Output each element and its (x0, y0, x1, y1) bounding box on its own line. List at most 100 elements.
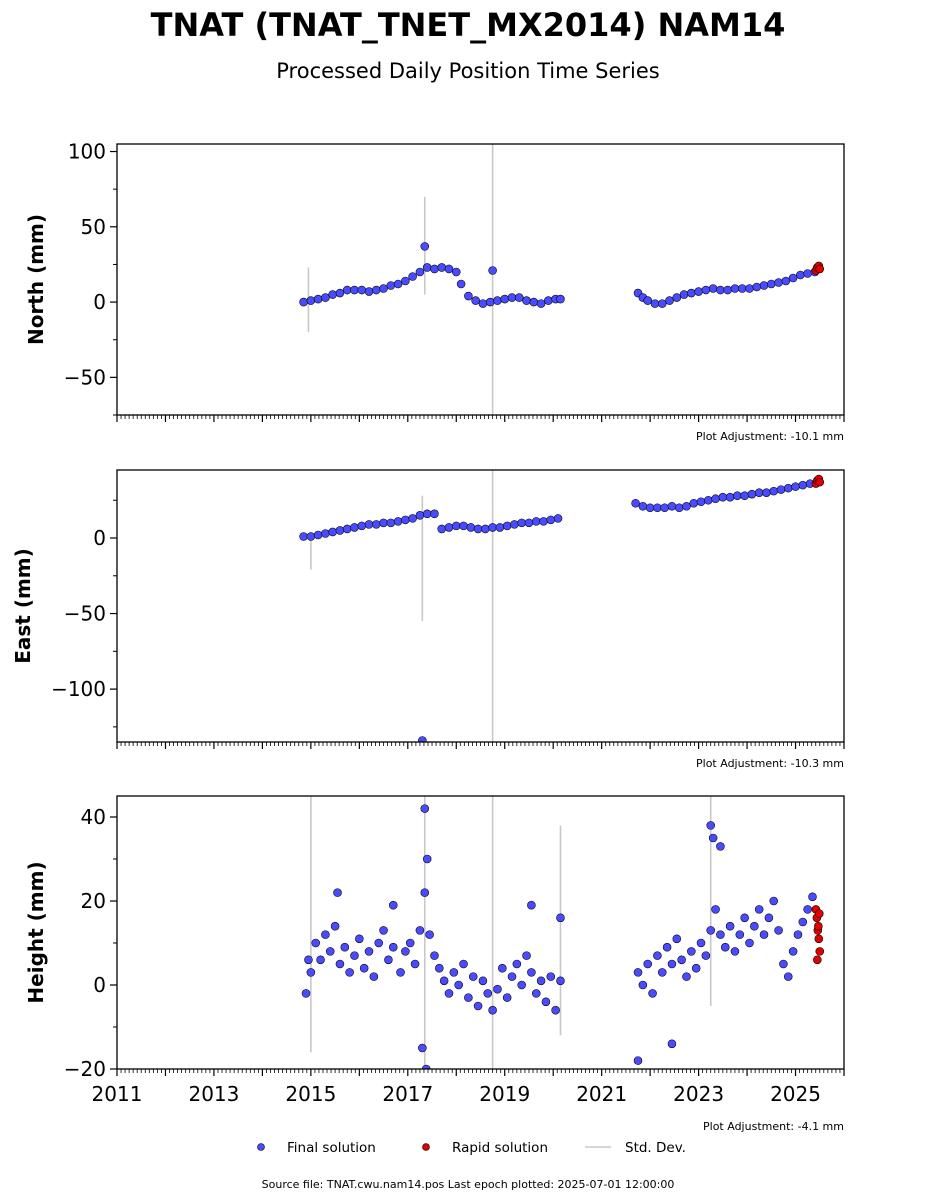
final-solution-point (379, 926, 388, 935)
final-solution-point (531, 517, 541, 526)
final-solution-point (682, 501, 691, 511)
final-solution-point (638, 501, 648, 511)
final-solution-point (306, 532, 316, 541)
final-solution-point (633, 1056, 643, 1065)
final-solution-point (405, 938, 415, 948)
final-solution-point (783, 483, 793, 493)
final-solution-point (507, 293, 517, 302)
final-solution-point (689, 498, 699, 508)
final-solution-point (393, 517, 403, 526)
final-solution-point (396, 968, 405, 977)
y-tick-label: 0 (93, 290, 106, 314)
final-solution-point (708, 284, 718, 293)
final-solution-point (512, 959, 522, 969)
final-solution-point (350, 951, 359, 960)
final-solution-point (304, 955, 313, 965)
final-solution-point (803, 905, 812, 914)
final-solution-point (502, 993, 512, 1002)
final-solution-point (536, 299, 546, 308)
x-tick-label: 2017 (382, 1082, 433, 1106)
final-solution-point (631, 498, 640, 508)
final-solution-point (435, 963, 444, 973)
final-solution-point (313, 530, 323, 540)
final-solution-point (464, 993, 473, 1002)
final-solution-point (321, 293, 330, 302)
y-tick-label: 40 (81, 805, 106, 829)
final-solution-point (430, 264, 439, 274)
final-solution-point (711, 494, 720, 503)
final-solution-point (439, 976, 449, 986)
final-solution-point (551, 1005, 560, 1015)
final-solution-point (522, 296, 531, 305)
panel-frame (116, 143, 845, 416)
y-tick-label: 20 (81, 889, 106, 913)
y-tick-label: −50 (64, 365, 106, 389)
final-solution-point (696, 497, 706, 507)
final-solution-point (379, 518, 388, 528)
rapid-solution-point (814, 921, 823, 931)
final-solution-point (740, 491, 749, 500)
final-solution-point (754, 488, 764, 497)
final-solution-point (725, 921, 735, 931)
final-solution-point (674, 503, 684, 513)
final-solution-point (723, 285, 732, 295)
final-solution-point (524, 518, 534, 528)
figure-subtitle: Processed Daily Position Time Series (276, 59, 660, 83)
final-solution-point (704, 495, 713, 505)
final-solution-point (498, 963, 507, 973)
final-solution-point (718, 492, 728, 502)
final-solution-point (355, 934, 364, 944)
plot-area (299, 144, 825, 415)
final-solution-point (507, 972, 517, 981)
final-solution-point (401, 276, 410, 286)
final-solution-point (553, 514, 563, 523)
final-solution-point (485, 297, 495, 307)
final-solution-point (527, 900, 536, 910)
final-solution-point (657, 968, 667, 977)
final-solution-point (306, 968, 316, 977)
legend-final-label: Final solution (287, 1140, 376, 1156)
legend-final-marker (257, 1143, 265, 1151)
rapid-solution-point (815, 477, 825, 487)
final-solution-point (774, 926, 783, 935)
final-solution-point (488, 1005, 497, 1015)
final-solution-point (536, 976, 546, 986)
final-solution-point (335, 959, 345, 969)
final-solution-point (408, 272, 417, 281)
final-solution-point (372, 520, 381, 529)
final-solution-point (401, 947, 410, 956)
final-solution-point (759, 930, 769, 939)
plot-adjustment-note: Plot Adjustment: -10.3 mm (696, 757, 844, 770)
final-solution-point (335, 288, 345, 298)
final-solution-point (364, 287, 374, 296)
final-solution-point (328, 290, 337, 299)
final-solution-point (415, 926, 425, 935)
final-solution-point (643, 296, 652, 305)
panel-3: −20 0 20 40 2011 2013 2015 2017 2019 2021 2023 2025… (24, 795, 845, 1133)
y-tick-label: −20 (64, 1057, 106, 1081)
final-solution-point (798, 917, 808, 927)
final-solution-point (350, 285, 359, 295)
final-solution-point (769, 486, 778, 496)
final-solution-point (502, 521, 512, 531)
final-solution-point (711, 905, 720, 914)
final-solution-point (730, 284, 740, 293)
final-solution-point (386, 281, 396, 290)
final-solution-point (716, 930, 725, 939)
final-solution-point (415, 267, 425, 277)
final-solution-point (379, 284, 388, 293)
final-solution-point (667, 501, 677, 511)
final-solution-point (701, 285, 711, 295)
final-solution-point (464, 291, 473, 301)
plot-adjustment-note: Plot Adjustment: -4.1 mm (703, 1120, 844, 1133)
final-solution-point (473, 1001, 483, 1011)
final-solution-point (299, 532, 308, 541)
final-solution-point (657, 299, 667, 308)
final-solution-point (708, 833, 718, 843)
plot-area (299, 470, 825, 742)
final-solution-point (517, 980, 526, 990)
x-tick-label: 2019 (479, 1082, 530, 1106)
final-solution-point (803, 269, 812, 278)
final-solution-point (328, 527, 337, 537)
final-solution-point (687, 947, 696, 956)
